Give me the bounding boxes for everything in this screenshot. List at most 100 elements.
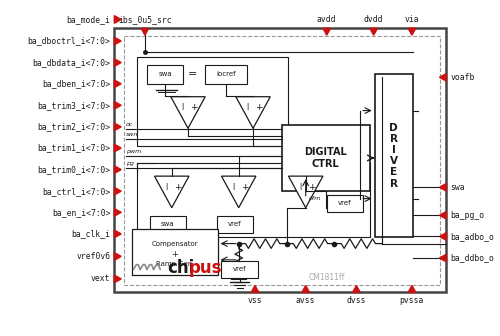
Text: ba_dbdata_i<7:0>: ba_dbdata_i<7:0> <box>32 58 110 67</box>
Bar <box>374 74 413 237</box>
Polygon shape <box>114 166 121 173</box>
Polygon shape <box>440 183 446 191</box>
Text: vref: vref <box>338 200 351 206</box>
Text: dvdd: dvdd <box>364 15 384 25</box>
Polygon shape <box>114 101 121 109</box>
Text: I: I <box>232 183 234 192</box>
Bar <box>138 57 288 146</box>
Text: I: I <box>181 103 184 112</box>
Polygon shape <box>114 123 121 131</box>
Polygon shape <box>440 74 446 81</box>
Text: ba_trim2_i<7:0>: ba_trim2_i<7:0> <box>38 122 111 131</box>
Text: CM1811ff: CM1811ff <box>308 272 345 282</box>
Text: +: + <box>308 183 315 192</box>
Text: I: I <box>299 183 301 192</box>
Text: swa: swa <box>161 221 174 227</box>
Text: ba_dboctrl_i<7:0>: ba_dboctrl_i<7:0> <box>28 37 110 45</box>
Bar <box>216 216 253 233</box>
Polygon shape <box>408 286 416 292</box>
Polygon shape <box>408 28 416 35</box>
Text: +: + <box>171 250 178 259</box>
Bar <box>124 36 440 285</box>
Text: via: via <box>404 15 419 25</box>
Text: ba_dben_i<7:0>: ba_dben_i<7:0> <box>42 79 110 88</box>
Polygon shape <box>114 144 121 152</box>
Text: iocref: iocref <box>216 71 236 77</box>
Text: D
R
I
V
E
R: D R I V E R <box>390 123 398 188</box>
Polygon shape <box>236 97 270 128</box>
Bar <box>132 229 218 275</box>
Text: vref: vref <box>228 221 241 227</box>
Polygon shape <box>114 275 121 283</box>
Polygon shape <box>251 286 259 292</box>
Text: voafb: voafb <box>450 73 474 82</box>
Bar <box>147 65 183 84</box>
Text: ba_clk_i: ba_clk_i <box>72 229 110 239</box>
Polygon shape <box>352 286 360 292</box>
Text: ba_mode_i: ba_mode_i <box>66 15 110 24</box>
Text: oc: oc <box>126 122 133 127</box>
Text: +: + <box>255 103 262 112</box>
Polygon shape <box>440 211 446 219</box>
Polygon shape <box>288 176 323 208</box>
Text: I: I <box>246 103 248 112</box>
Text: pwm: pwm <box>126 149 141 154</box>
Text: vref0v6: vref0v6 <box>76 252 110 261</box>
Polygon shape <box>114 16 121 23</box>
Polygon shape <box>141 28 149 35</box>
Text: chi: chi <box>167 258 194 277</box>
Polygon shape <box>440 233 446 240</box>
Text: vext: vext <box>91 275 110 284</box>
Polygon shape <box>114 59 121 67</box>
Text: vss: vss <box>248 296 262 305</box>
Polygon shape <box>114 209 121 216</box>
Text: ba_trim0_i<7:0>: ba_trim0_i<7:0> <box>38 165 111 174</box>
Text: avdd: avdd <box>317 15 336 25</box>
Polygon shape <box>370 28 378 35</box>
Text: vref: vref <box>233 266 246 272</box>
Text: =: = <box>188 69 198 79</box>
Polygon shape <box>114 253 121 260</box>
Text: ba_pg_o: ba_pg_o <box>450 211 484 220</box>
Bar <box>222 261 258 278</box>
Polygon shape <box>171 97 205 128</box>
Text: Compensator: Compensator <box>152 241 198 247</box>
Text: pvssa: pvssa <box>400 296 424 305</box>
Text: dvss: dvss <box>346 296 366 305</box>
Polygon shape <box>154 176 189 208</box>
Polygon shape <box>302 286 310 292</box>
Bar <box>205 65 248 84</box>
Polygon shape <box>323 28 330 35</box>
Polygon shape <box>440 254 446 262</box>
Bar <box>150 216 186 233</box>
Text: pus: pus <box>189 258 222 277</box>
Polygon shape <box>114 80 121 88</box>
Text: pfm: pfm <box>308 196 320 201</box>
Text: +: + <box>174 183 181 192</box>
Bar <box>114 28 446 292</box>
Text: swa: swa <box>158 71 172 77</box>
Text: I: I <box>165 183 167 192</box>
Text: ba_adbo_o: ba_adbo_o <box>450 232 494 241</box>
Text: ba_en_i<7:0>: ba_en_i<7:0> <box>52 208 110 217</box>
Text: swa: swa <box>450 183 465 192</box>
Text: ba_trim3_i<7:0>: ba_trim3_i<7:0> <box>38 101 111 110</box>
Text: ba_trim1_i<7:0>: ba_trim1_i<7:0> <box>38 143 111 153</box>
Polygon shape <box>114 187 121 195</box>
Text: +: + <box>190 103 198 112</box>
Polygon shape <box>222 176 256 208</box>
Text: +: + <box>240 183 248 192</box>
Bar <box>326 195 363 212</box>
Text: swn: swn <box>126 132 138 137</box>
Text: avss: avss <box>296 296 316 305</box>
Text: ba_ddbo_o: ba_ddbo_o <box>450 254 494 262</box>
Text: ibs_0u5_src: ibs_0u5_src <box>118 15 172 25</box>
Text: Ramp Gen: Ramp Gen <box>156 261 193 267</box>
Text: ba_ctrl_i<7:0>: ba_ctrl_i<7:0> <box>42 187 110 196</box>
Text: pg: pg <box>126 161 134 166</box>
Polygon shape <box>114 37 121 45</box>
Bar <box>282 125 370 191</box>
Polygon shape <box>114 230 121 238</box>
Bar <box>138 163 370 237</box>
Text: DIGITAL
CTRL: DIGITAL CTRL <box>304 147 347 169</box>
